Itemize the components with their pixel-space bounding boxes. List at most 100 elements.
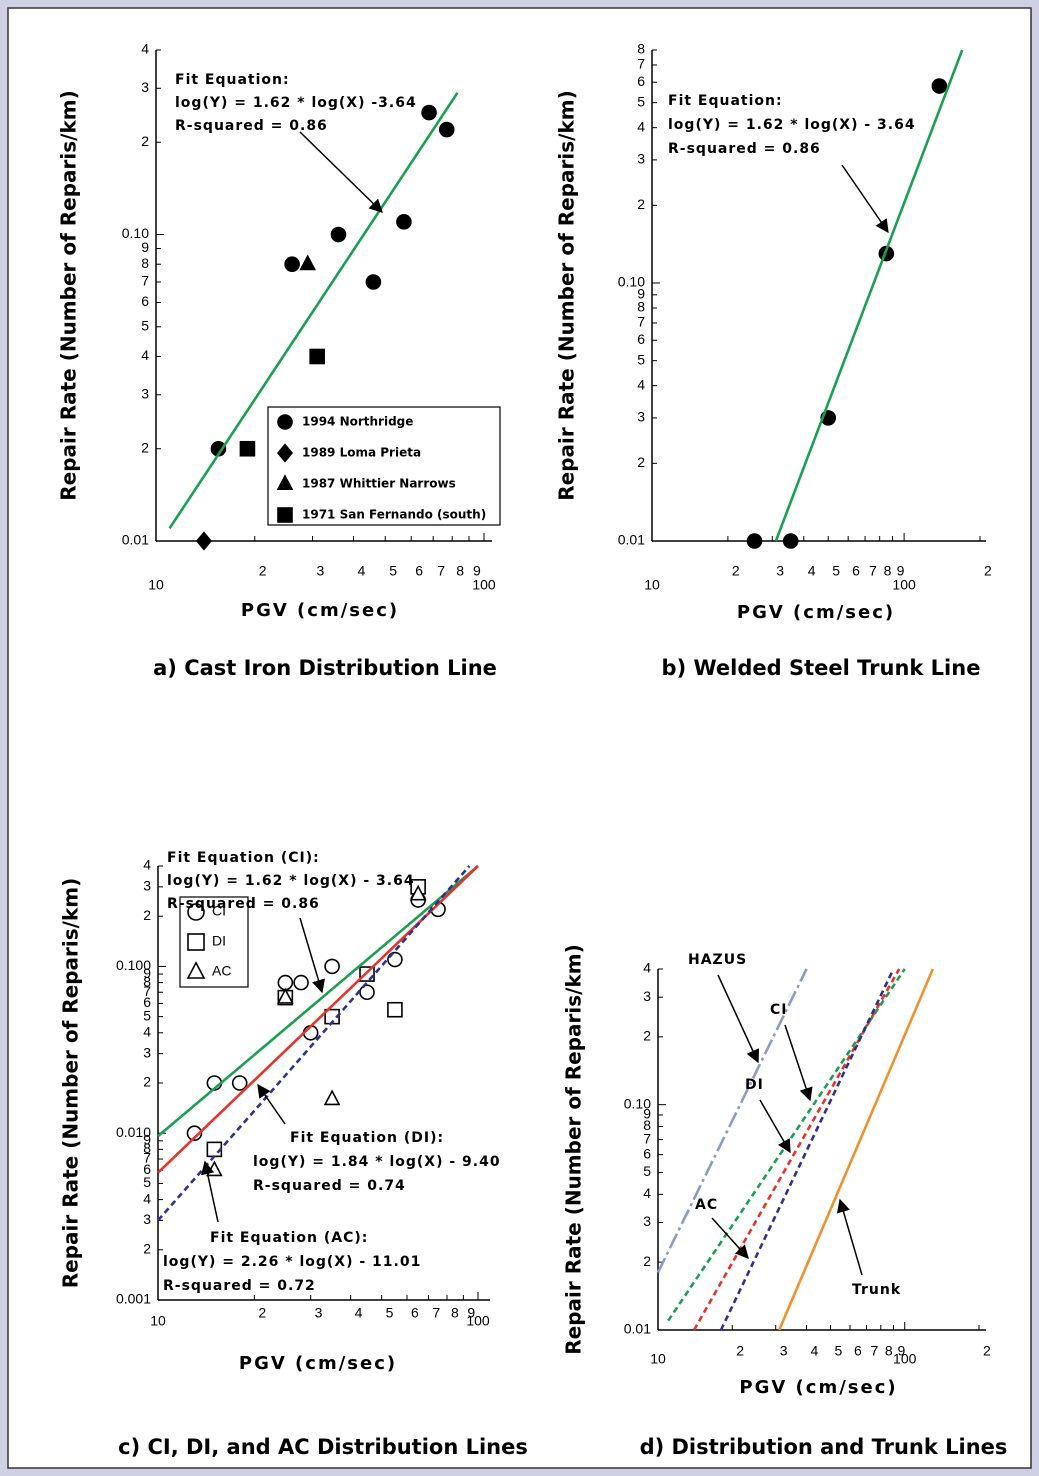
y-tick-label: 3 xyxy=(141,385,149,401)
y-tick-label: 7 xyxy=(643,1130,651,1146)
legend-label: 1987 Whittier Narrows xyxy=(302,477,456,491)
x-tick-label: 5 xyxy=(834,1343,842,1359)
marker-circle xyxy=(293,974,309,991)
x-tick-label: 10 xyxy=(644,577,660,593)
arrow xyxy=(200,1160,219,1223)
y-tick-label: 8 xyxy=(637,299,645,315)
y-tick-label: 7 xyxy=(141,273,149,289)
marker-circle xyxy=(421,104,437,121)
x-tick-label: 2 xyxy=(259,563,267,579)
fit-line xyxy=(656,968,808,1274)
x-axis-title: PGV (cm/sec) xyxy=(737,602,895,623)
y-tick-label: 0.001 xyxy=(116,1291,151,1307)
line-label: Trunk xyxy=(852,1282,901,1298)
y-tick-label: 8 xyxy=(643,1117,651,1133)
marker-circle xyxy=(359,984,375,1001)
panel-caption: a) Cast Iron Distribution Line xyxy=(153,656,497,680)
marker-square xyxy=(239,440,256,457)
legend-label: 1994 Northridge xyxy=(302,415,413,429)
line-label: AC xyxy=(695,1197,718,1213)
legend-label: 1971 San Fernando (south) xyxy=(302,508,486,522)
x-tick-label: 100 xyxy=(472,577,496,593)
y-tick-label: 5 xyxy=(643,1163,651,1179)
marker-circle xyxy=(231,1075,248,1091)
arrow xyxy=(717,974,760,1064)
y-tick-label: 8 xyxy=(143,973,151,989)
y-tick-label: 2 xyxy=(637,196,645,212)
x-tick-label: 9 xyxy=(467,1305,475,1321)
y-tick-label: 5 xyxy=(637,93,645,109)
x-tick-label: 4 xyxy=(808,563,816,579)
line-label: HAZUS xyxy=(688,952,747,968)
y-axis-title: Repair Rate (Number of Reparis/km) xyxy=(555,90,579,501)
x-tick-label: 10 xyxy=(150,1313,166,1329)
x-tick-label: 2 xyxy=(983,1343,991,1359)
marker-circle xyxy=(396,214,412,230)
y-tick-label: 3 xyxy=(143,1211,151,1227)
marker-circle xyxy=(324,958,340,975)
y-tick-label: 5 xyxy=(143,1174,151,1190)
y-tick-label: 4 xyxy=(637,118,645,134)
annotation: log(Y) = 2.26 * log(X) - 11.01 xyxy=(163,1254,421,1270)
y-tick-label: 4 xyxy=(141,41,149,57)
y-axis-title: Repair Rate (Number of Reparis/km) xyxy=(57,90,81,501)
x-tick-label: 8 xyxy=(884,563,892,579)
panel-caption: b) Welded Steel Trunk Line xyxy=(662,656,981,680)
fit-line xyxy=(157,865,479,1138)
x-tick-label: 6 xyxy=(411,1305,419,1321)
x-tick-label: 6 xyxy=(415,563,423,579)
y-tick-label: 3 xyxy=(643,1213,651,1229)
legend-label: 1989 Loma Prieta xyxy=(302,446,421,460)
x-tick-label: 7 xyxy=(869,563,877,579)
x-tick-label: 8 xyxy=(451,1305,459,1321)
annotation: R-squared = 0.86 xyxy=(668,141,821,157)
legend-box xyxy=(267,406,501,526)
y-tick-label: 8 xyxy=(143,1140,151,1156)
y-tick-label: 9 xyxy=(143,1132,151,1148)
y-tick-label: 6 xyxy=(143,994,151,1010)
y-tick-label: 2 xyxy=(643,1028,651,1044)
x-tick-label: 100 xyxy=(466,1313,490,1329)
x-tick-label: 2 xyxy=(732,563,740,579)
fit-line xyxy=(719,968,895,1331)
y-tick-label: 0.10 xyxy=(618,274,645,290)
y-tick-label: 9 xyxy=(637,286,645,302)
arrow xyxy=(836,1198,863,1276)
marker-square xyxy=(309,348,325,365)
annotation: R-squared = 0.72 xyxy=(163,1278,316,1294)
x-tick-label: 5 xyxy=(832,563,840,579)
y-tick-label: 0.10 xyxy=(624,1095,651,1111)
y-tick-label: 2 xyxy=(643,1253,651,1269)
x-tick-label: 5 xyxy=(389,563,397,579)
y-tick-label: 3 xyxy=(637,151,645,167)
y-tick-label: 0.01 xyxy=(122,532,149,548)
y-tick-label: 4 xyxy=(141,347,149,363)
y-tick-label: 3 xyxy=(143,878,151,894)
legend-marker xyxy=(276,474,294,491)
annotation: log(Y) = 1.62 * log(X) -3.64 xyxy=(175,95,417,111)
line-label: DI xyxy=(745,1077,764,1093)
y-tick-label: 4 xyxy=(643,1185,651,1201)
x-tick-label: 10 xyxy=(148,577,164,593)
panel-caption: d) Distribution and Trunk Lines xyxy=(640,1435,1008,1459)
fit-line xyxy=(774,49,964,542)
annotation: Fit Equation (DI): xyxy=(290,1130,444,1146)
marker-circle xyxy=(782,533,799,549)
fit-line xyxy=(778,968,935,1331)
y-tick-label: 5 xyxy=(143,1007,151,1023)
x-tick-label: 100 xyxy=(892,577,916,593)
annotation: R-squared = 0.74 xyxy=(253,1178,406,1194)
panel-background xyxy=(7,7,1032,1469)
marker-square xyxy=(387,1001,403,1018)
y-tick-label: 3 xyxy=(643,988,651,1004)
y-tick-label: 2 xyxy=(141,133,149,149)
marker-circle xyxy=(365,274,382,290)
x-tick-label: 3 xyxy=(780,1343,788,1359)
panel-caption: c) CI, DI, and AC Distribution Lines xyxy=(118,1435,528,1459)
legend-marker xyxy=(187,933,205,951)
y-tick-label: 7 xyxy=(143,983,151,999)
annotation: Fit Equation (AC): xyxy=(210,1230,368,1246)
annotation: R-squared = 0.86 xyxy=(175,118,328,134)
marker-diamond xyxy=(195,531,212,551)
y-tick-label: 9 xyxy=(141,239,149,255)
